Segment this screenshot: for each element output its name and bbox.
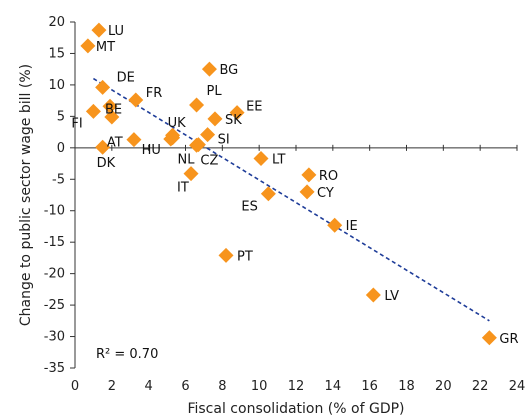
point-label-ro: RO xyxy=(319,169,338,184)
x-tick-label: 16 xyxy=(361,379,378,394)
point-label-fi: FI xyxy=(71,116,82,131)
y-axis-title: Change to public sector wage bill (%) xyxy=(18,64,34,326)
data-point-marker xyxy=(104,109,120,125)
y-axis: 20 15 10 5 0 -5 -10 -15 -20 -25 -30 -35 xyxy=(44,15,76,376)
x-tick-label: 4 xyxy=(145,379,153,394)
trendline xyxy=(92,77,490,322)
x-tick-label: 8 xyxy=(218,379,226,394)
point-label-gr: GR xyxy=(499,332,518,347)
y-tick-label: -35 xyxy=(44,361,65,376)
point-label-ee: EE xyxy=(246,100,262,115)
trendline-dashed xyxy=(92,77,490,322)
point-label-at: AT xyxy=(107,136,123,151)
x-tick-label: 6 xyxy=(181,379,189,394)
y-tick-label: 20 xyxy=(48,15,65,30)
y-tick-label: -15 xyxy=(44,235,65,250)
point-label-uk: UK xyxy=(168,116,187,131)
x-axis-title: Fiscal consolidation (% of GDP) xyxy=(187,401,404,417)
x-tick-label: 14 xyxy=(325,379,342,394)
point-label-fr: FR xyxy=(146,86,163,101)
data-point-marker-ie xyxy=(327,217,343,233)
point-label-hu: HU xyxy=(142,143,161,158)
data-point-marker-mt xyxy=(80,38,96,54)
data-point-marker-sk xyxy=(207,111,223,127)
point-label-lt: LT xyxy=(272,153,285,168)
data-point-marker-at xyxy=(126,132,142,148)
point-label-de: DE xyxy=(117,70,135,85)
data-point-marker-lv xyxy=(365,287,381,303)
point-label-es: ES xyxy=(241,200,257,215)
y-tick-label: -30 xyxy=(44,330,65,345)
point-label-si: SI xyxy=(218,133,230,148)
data-point-marker-si xyxy=(200,127,216,143)
data-point-marker-dk xyxy=(95,139,111,155)
data-point-marker-hu xyxy=(165,130,181,146)
x-tick-label: 0 xyxy=(71,379,79,394)
point-label-sk: SK xyxy=(225,113,242,128)
point-label-lu: LU xyxy=(108,24,124,39)
point-label-dk: DK xyxy=(97,156,116,171)
point-label-ie: IE xyxy=(346,219,358,234)
y-tick-label: 0 xyxy=(57,141,65,156)
data-point-marker-es xyxy=(260,186,276,202)
y-tick-label: 15 xyxy=(48,46,65,61)
data-point-marker-ee xyxy=(229,105,245,121)
point-label-cy: CY xyxy=(317,186,334,201)
point-label-pt: PT xyxy=(237,249,253,264)
data-point-marker-pt xyxy=(218,247,234,263)
y-tick-label: -5 xyxy=(52,172,65,187)
y-tick-label: -20 xyxy=(44,267,65,282)
point-label-pl: PL xyxy=(207,84,223,99)
data-points xyxy=(80,22,497,346)
data-point-marker-fi xyxy=(85,103,101,119)
x-tick-label: 2 xyxy=(108,379,116,394)
y-tick-label: -25 xyxy=(44,298,65,313)
r-squared-annotation: R² = 0.70 xyxy=(96,347,158,362)
y-tick-label: 10 xyxy=(48,78,65,93)
x-tick-label: 18 xyxy=(398,379,415,394)
point-label-nl: NL xyxy=(178,152,196,167)
data-point-marker-ro xyxy=(301,167,317,183)
data-point-marker-lt xyxy=(253,151,269,167)
x-axis: 0 2 4 6 8 10 12 14 16 18 20 22 24 xyxy=(71,144,526,394)
x-tick-label: 10 xyxy=(251,379,268,394)
y-tick-label: -10 xyxy=(44,204,65,219)
point-label-be: BE xyxy=(105,102,122,117)
point-label-mt: MT xyxy=(96,40,115,55)
data-point-marker-gr xyxy=(481,330,497,346)
x-tick-label: 24 xyxy=(509,379,526,394)
point-label-it: IT xyxy=(177,181,189,196)
data-point-marker-be xyxy=(102,98,118,114)
x-tick-label: 12 xyxy=(288,379,305,394)
data-point-marker-fr xyxy=(128,92,144,108)
data-point-marker-de xyxy=(95,79,111,95)
x-tick-label: 22 xyxy=(472,379,489,394)
data-point-marker-cz xyxy=(190,137,206,153)
x-tick-label: 20 xyxy=(435,379,452,394)
data-point-marker-pl xyxy=(189,97,205,113)
point-label-bg: BG xyxy=(219,63,238,78)
point-label-lv: LV xyxy=(384,289,399,304)
y-tick-label: 5 xyxy=(57,109,65,124)
data-point-marker-lu xyxy=(91,22,107,38)
data-point-marker-bg xyxy=(201,61,217,77)
point-label-cz: CZ xyxy=(200,154,218,169)
data-point-marker-it xyxy=(183,166,199,182)
data-point-marker-cy xyxy=(299,184,315,200)
